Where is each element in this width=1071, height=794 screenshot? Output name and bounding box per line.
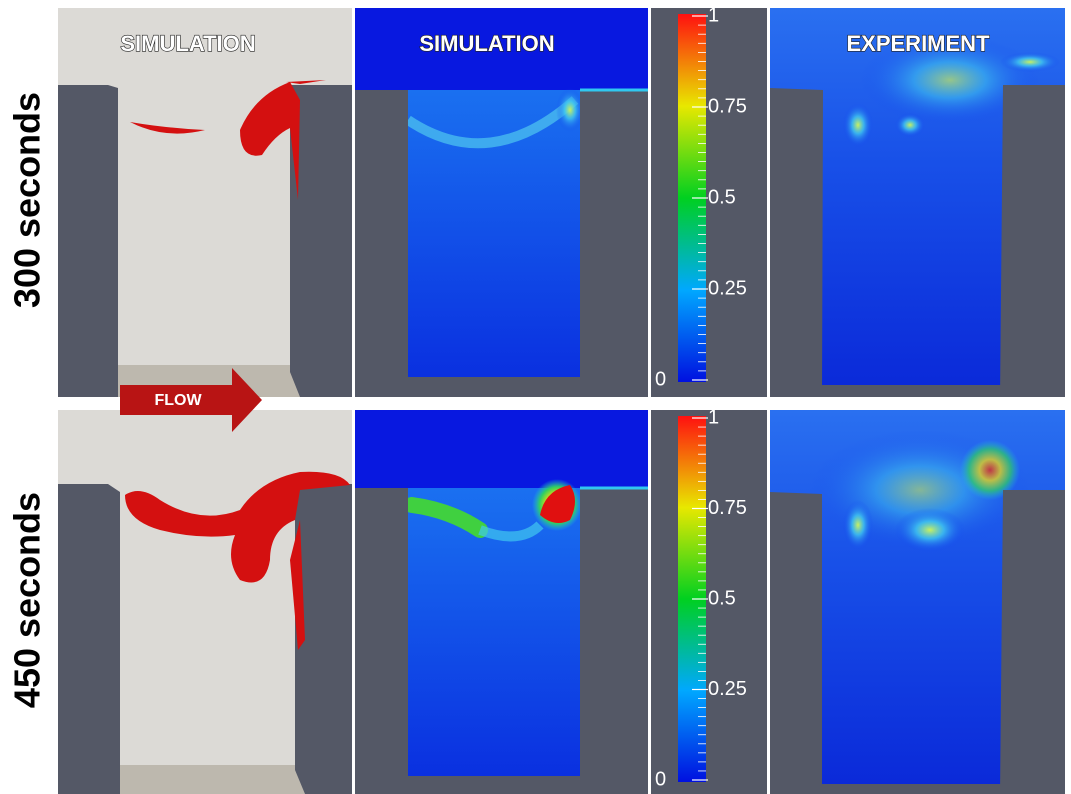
wall bbox=[58, 484, 120, 794]
wall bbox=[580, 488, 648, 794]
arrow bbox=[120, 368, 262, 432]
wall bbox=[770, 492, 822, 794]
signal bbox=[960, 440, 1020, 500]
wall bbox=[770, 385, 1065, 397]
signal bbox=[860, 35, 1040, 125]
plume bbox=[540, 485, 575, 524]
colorbar-tick-label: 0 bbox=[655, 368, 666, 390]
floor bbox=[108, 765, 305, 794]
colorbar-tick-label: 0.5 bbox=[708, 587, 736, 609]
wall bbox=[355, 90, 408, 397]
colorbar-tick-label: 0.25 bbox=[708, 678, 747, 700]
row-1 bbox=[58, 8, 1065, 397]
signal bbox=[843, 500, 873, 550]
colorbar-tick-label: 0.25 bbox=[708, 277, 747, 299]
plume bbox=[404, 497, 488, 538]
wall bbox=[295, 484, 352, 794]
colorbar-tick-label: 0.75 bbox=[708, 497, 747, 519]
plume bbox=[478, 521, 544, 542]
plume bbox=[130, 122, 205, 134]
column-header: SIMULATION bbox=[120, 31, 255, 56]
colorbar-bg bbox=[651, 410, 767, 794]
column-header: SIMULATION bbox=[419, 31, 554, 56]
signal bbox=[843, 103, 873, 147]
wall bbox=[1000, 85, 1065, 397]
wall bbox=[770, 784, 1065, 794]
wall bbox=[290, 85, 352, 397]
wall bbox=[580, 90, 648, 397]
wall bbox=[355, 488, 408, 794]
plume bbox=[125, 471, 350, 583]
colorbar-ticks: 1 0.75 0.5 0.25 0 1 0.75 0.5 0.25 0 bbox=[655, 4, 747, 790]
signal bbox=[895, 508, 965, 552]
colorbar-tick-label: 1 bbox=[708, 406, 719, 428]
colorbar-tick-label: 0 bbox=[655, 768, 666, 790]
row-2 bbox=[58, 410, 1065, 794]
wall bbox=[408, 377, 580, 397]
flow-arrow: FLOW bbox=[120, 368, 262, 432]
plume bbox=[405, 96, 579, 149]
signal bbox=[895, 113, 925, 137]
plume bbox=[286, 80, 326, 84]
colorbar-tick-label: 1 bbox=[708, 4, 719, 26]
plume bbox=[556, 88, 584, 132]
signal bbox=[1000, 52, 1060, 72]
colorbar-tick-label: 0.5 bbox=[708, 186, 736, 208]
plume bbox=[240, 82, 300, 200]
flow-label: FLOW bbox=[154, 392, 202, 409]
row-label: 450 seconds bbox=[7, 492, 48, 708]
row-label: 300 seconds bbox=[7, 92, 48, 308]
wall bbox=[58, 85, 118, 397]
wall bbox=[770, 88, 823, 397]
colorbar-bg bbox=[651, 8, 767, 397]
wall bbox=[1000, 490, 1065, 794]
wall bbox=[408, 776, 580, 794]
column-header: EXPERIMENT bbox=[846, 31, 990, 56]
plume bbox=[290, 520, 305, 650]
colorbar-tick-label: 0.75 bbox=[708, 95, 747, 117]
